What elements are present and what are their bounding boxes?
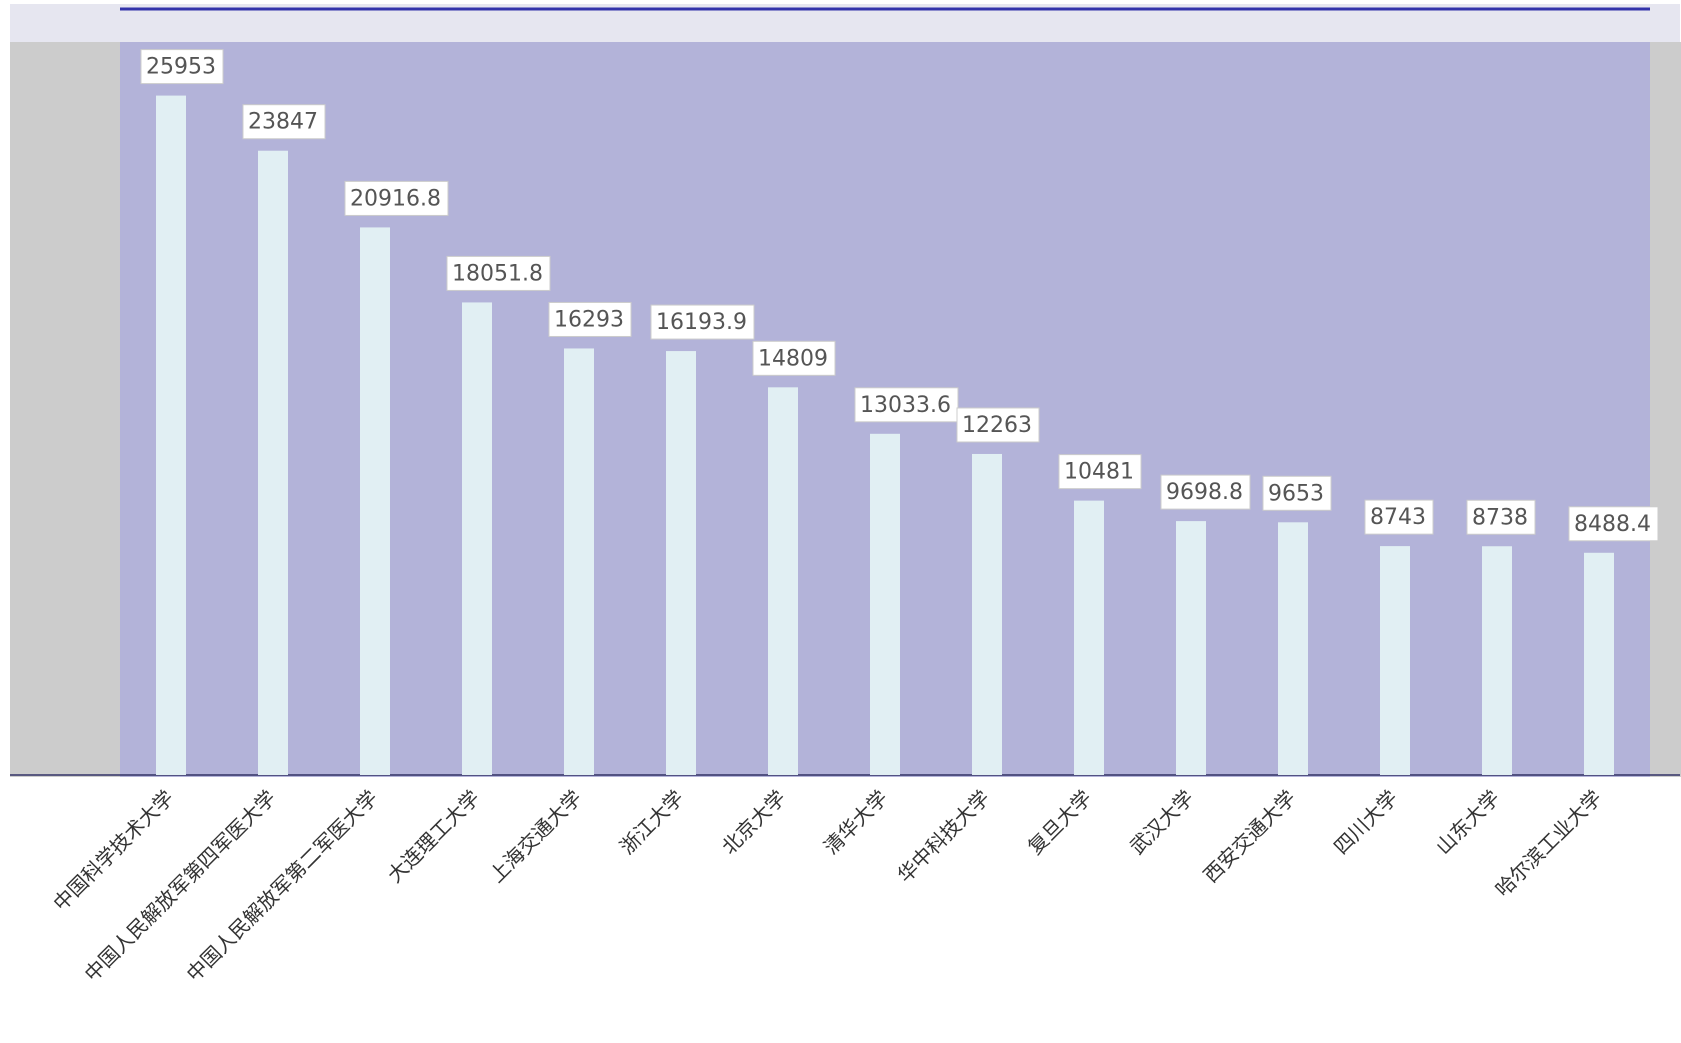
- bar: [258, 150, 288, 775]
- value-label: 8743: [1370, 505, 1426, 530]
- value-label: 10481: [1064, 460, 1134, 485]
- value-label-box: [1364, 499, 1434, 535]
- value-label-box: [1160, 474, 1251, 510]
- bar: [1482, 546, 1512, 775]
- bar: [1278, 522, 1308, 775]
- value-label-box: [1058, 454, 1142, 490]
- value-label: 25953: [146, 55, 216, 80]
- value-label: 18051.8: [452, 261, 543, 286]
- value-label-box: [446, 255, 551, 291]
- value-label-box: [854, 387, 959, 423]
- value-label-box: [242, 104, 326, 140]
- bar: [1584, 552, 1614, 775]
- left-margin: [10, 42, 120, 777]
- value-label: 16293: [554, 307, 624, 332]
- bar: [1176, 521, 1206, 775]
- value-label: 14809: [758, 346, 828, 371]
- value-label: 8738: [1472, 505, 1528, 530]
- value-label: 9698.8: [1166, 480, 1243, 505]
- bar: [156, 95, 186, 776]
- bar: [972, 453, 1002, 775]
- value-label: 16193.9: [656, 310, 747, 335]
- value-label-box: [1262, 475, 1332, 511]
- bar: [564, 348, 594, 775]
- value-label: 8488.4: [1574, 512, 1651, 537]
- value-label-box: [752, 340, 836, 376]
- value-label-box: [956, 407, 1040, 443]
- right-margin: [1650, 42, 1681, 777]
- bar: [1380, 546, 1410, 775]
- value-label: 23847: [248, 110, 318, 135]
- value-label-box: [1568, 506, 1659, 542]
- bar: [768, 387, 798, 775]
- value-label-box: [1466, 499, 1536, 535]
- value-label: 9653: [1268, 481, 1324, 506]
- value-label-box: [140, 49, 224, 85]
- bar: [1074, 500, 1104, 775]
- value-label-box: [344, 180, 449, 216]
- bar: [462, 302, 492, 775]
- value-label-box: [650, 304, 755, 340]
- value-label-box: [548, 301, 632, 337]
- value-label: 13033.6: [860, 393, 951, 418]
- value-label: 20916.8: [350, 186, 441, 211]
- bar: [360, 227, 390, 776]
- bar: [870, 433, 900, 775]
- value-label: 12263: [962, 413, 1032, 438]
- bar: [666, 351, 696, 775]
